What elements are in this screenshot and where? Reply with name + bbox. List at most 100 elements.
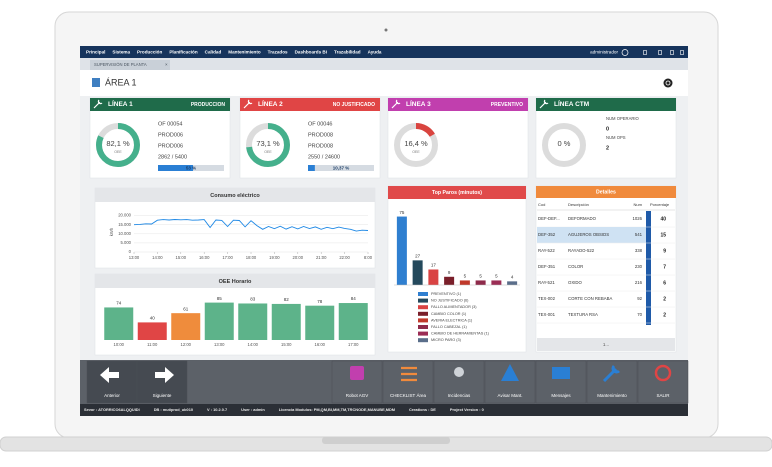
toolbar-label: Avisar Mant. [498,393,523,398]
header-title: ÁREA 1 [105,77,137,87]
value-label: 74 [116,301,122,306]
bar [204,302,234,340]
icon [100,367,119,383]
bar [428,269,439,285]
percent-bar [646,211,651,325]
value-label: 5 [464,274,467,279]
y-tick-label: 15.000 [118,222,131,227]
bar [137,322,167,340]
header-icon [92,78,100,87]
cell: 216 [635,280,643,285]
cell: RAY-522 [538,248,555,253]
progress-track [308,165,374,171]
status-item: Project Version : 0 [450,407,484,412]
bar [338,303,368,340]
menu-item[interactable]: Calidad [205,50,222,55]
x-tick-label: 17:00 [348,342,359,347]
toolbar-button[interactable] [86,360,138,404]
icon [501,364,519,381]
cell: 9 [663,248,666,254]
cell: 1026 [632,216,642,221]
card-line: PROD006 [158,143,183,149]
x-tick-label: 16:00 [199,255,210,260]
cell: 541 [635,232,643,237]
row-highlight[interactable] [537,227,646,243]
window-control [680,50,684,55]
menu-item[interactable]: Dashboards BI [295,50,327,55]
field-label: NUM OPERARIO [606,116,640,121]
cell: 6 [663,280,666,286]
menu-item[interactable]: Trazabilidad [334,50,361,55]
field-value: 2 [606,145,609,151]
card-line: PROD008 [308,132,333,138]
y-axis-label: kWh [109,227,114,236]
x-tick-label: 21:00 [316,255,327,260]
window-control [658,50,662,55]
cell: DEF-352 [538,232,556,237]
y-tick-label: 5.000 [121,240,132,245]
user-icon [621,49,629,56]
icon [454,367,464,377]
card-title: LÍNEA 3 [406,99,431,108]
tab[interactable] [90,60,170,70]
value-label: 78 [317,299,323,304]
legend-swatch [418,311,428,316]
gauge-label: 16,4 % [404,139,428,148]
legend-label: CAMBIO COLOR (1) [431,312,467,316]
cell: 7 [663,264,666,270]
gauge-track [542,123,586,167]
window-control [670,50,674,55]
bar [491,280,502,285]
menu-item[interactable]: Sistema [112,50,130,55]
status-item: User : admin [241,407,265,412]
panel [535,185,677,353]
wrench-icon [243,99,253,109]
toolbar-button[interactable] [136,360,188,404]
menu-user: administrador [590,50,618,55]
card-line: PROD006 [158,132,183,138]
card-line: OF 00046 [308,121,332,127]
panel-header [95,188,375,202]
menu-item[interactable]: Planificación [169,50,198,55]
icon [602,364,621,383]
card-line: OF 00054 [158,121,182,127]
legend-label: PREVENTIVO (1) [431,292,462,296]
x-tick-label: 13:00 [129,255,140,260]
menu-item[interactable]: Mantenimiento [228,50,261,55]
x-tick-label: 19:00 [269,255,280,260]
toolbar-label: Incidencias [448,393,471,398]
toolbar-button[interactable] [637,360,689,404]
menu-item[interactable]: Trazados [268,50,288,55]
gauge-caption: OEE [114,150,122,154]
wrench-icon [93,99,103,109]
menu-item[interactable]: Principal [86,50,105,55]
gauge-label: 0 % [558,139,571,148]
column-header: Cod [538,202,545,207]
legend-swatch [418,331,428,336]
cell: 338 [635,248,643,253]
camera [384,28,388,32]
menu-item[interactable]: Producción [137,50,162,55]
value-label: 4 [511,275,514,280]
value-label: 75 [399,210,405,215]
y-tick-label: 0 [129,249,132,254]
cell: 230 [635,264,643,269]
status-item: Licencia Modulos: PM,QM,BI,MM,TM,TRCNODE… [279,407,395,412]
cell: TEXTURA RSA [568,312,598,317]
toolbar-label: Anterior [104,393,120,398]
cell: DEFORMADO [568,216,597,221]
progress-label: 53 % [186,165,196,170]
field-label: NUM OPS [606,135,626,140]
bar [396,216,407,285]
bar [459,280,470,285]
header-button[interactable] [663,78,673,88]
legend-label: AVERIA ELECTRICA (1) [431,318,473,322]
value-label: 61 [183,306,189,311]
card-header [240,98,380,111]
cell: 70 [637,312,642,317]
icon [552,367,570,379]
progress-fill [308,165,315,171]
toolbar-label: SALIR [656,393,670,398]
menu-item[interactable]: Ayuda [368,50,382,55]
toolbar-label: CHECKLIST Área [390,392,426,398]
